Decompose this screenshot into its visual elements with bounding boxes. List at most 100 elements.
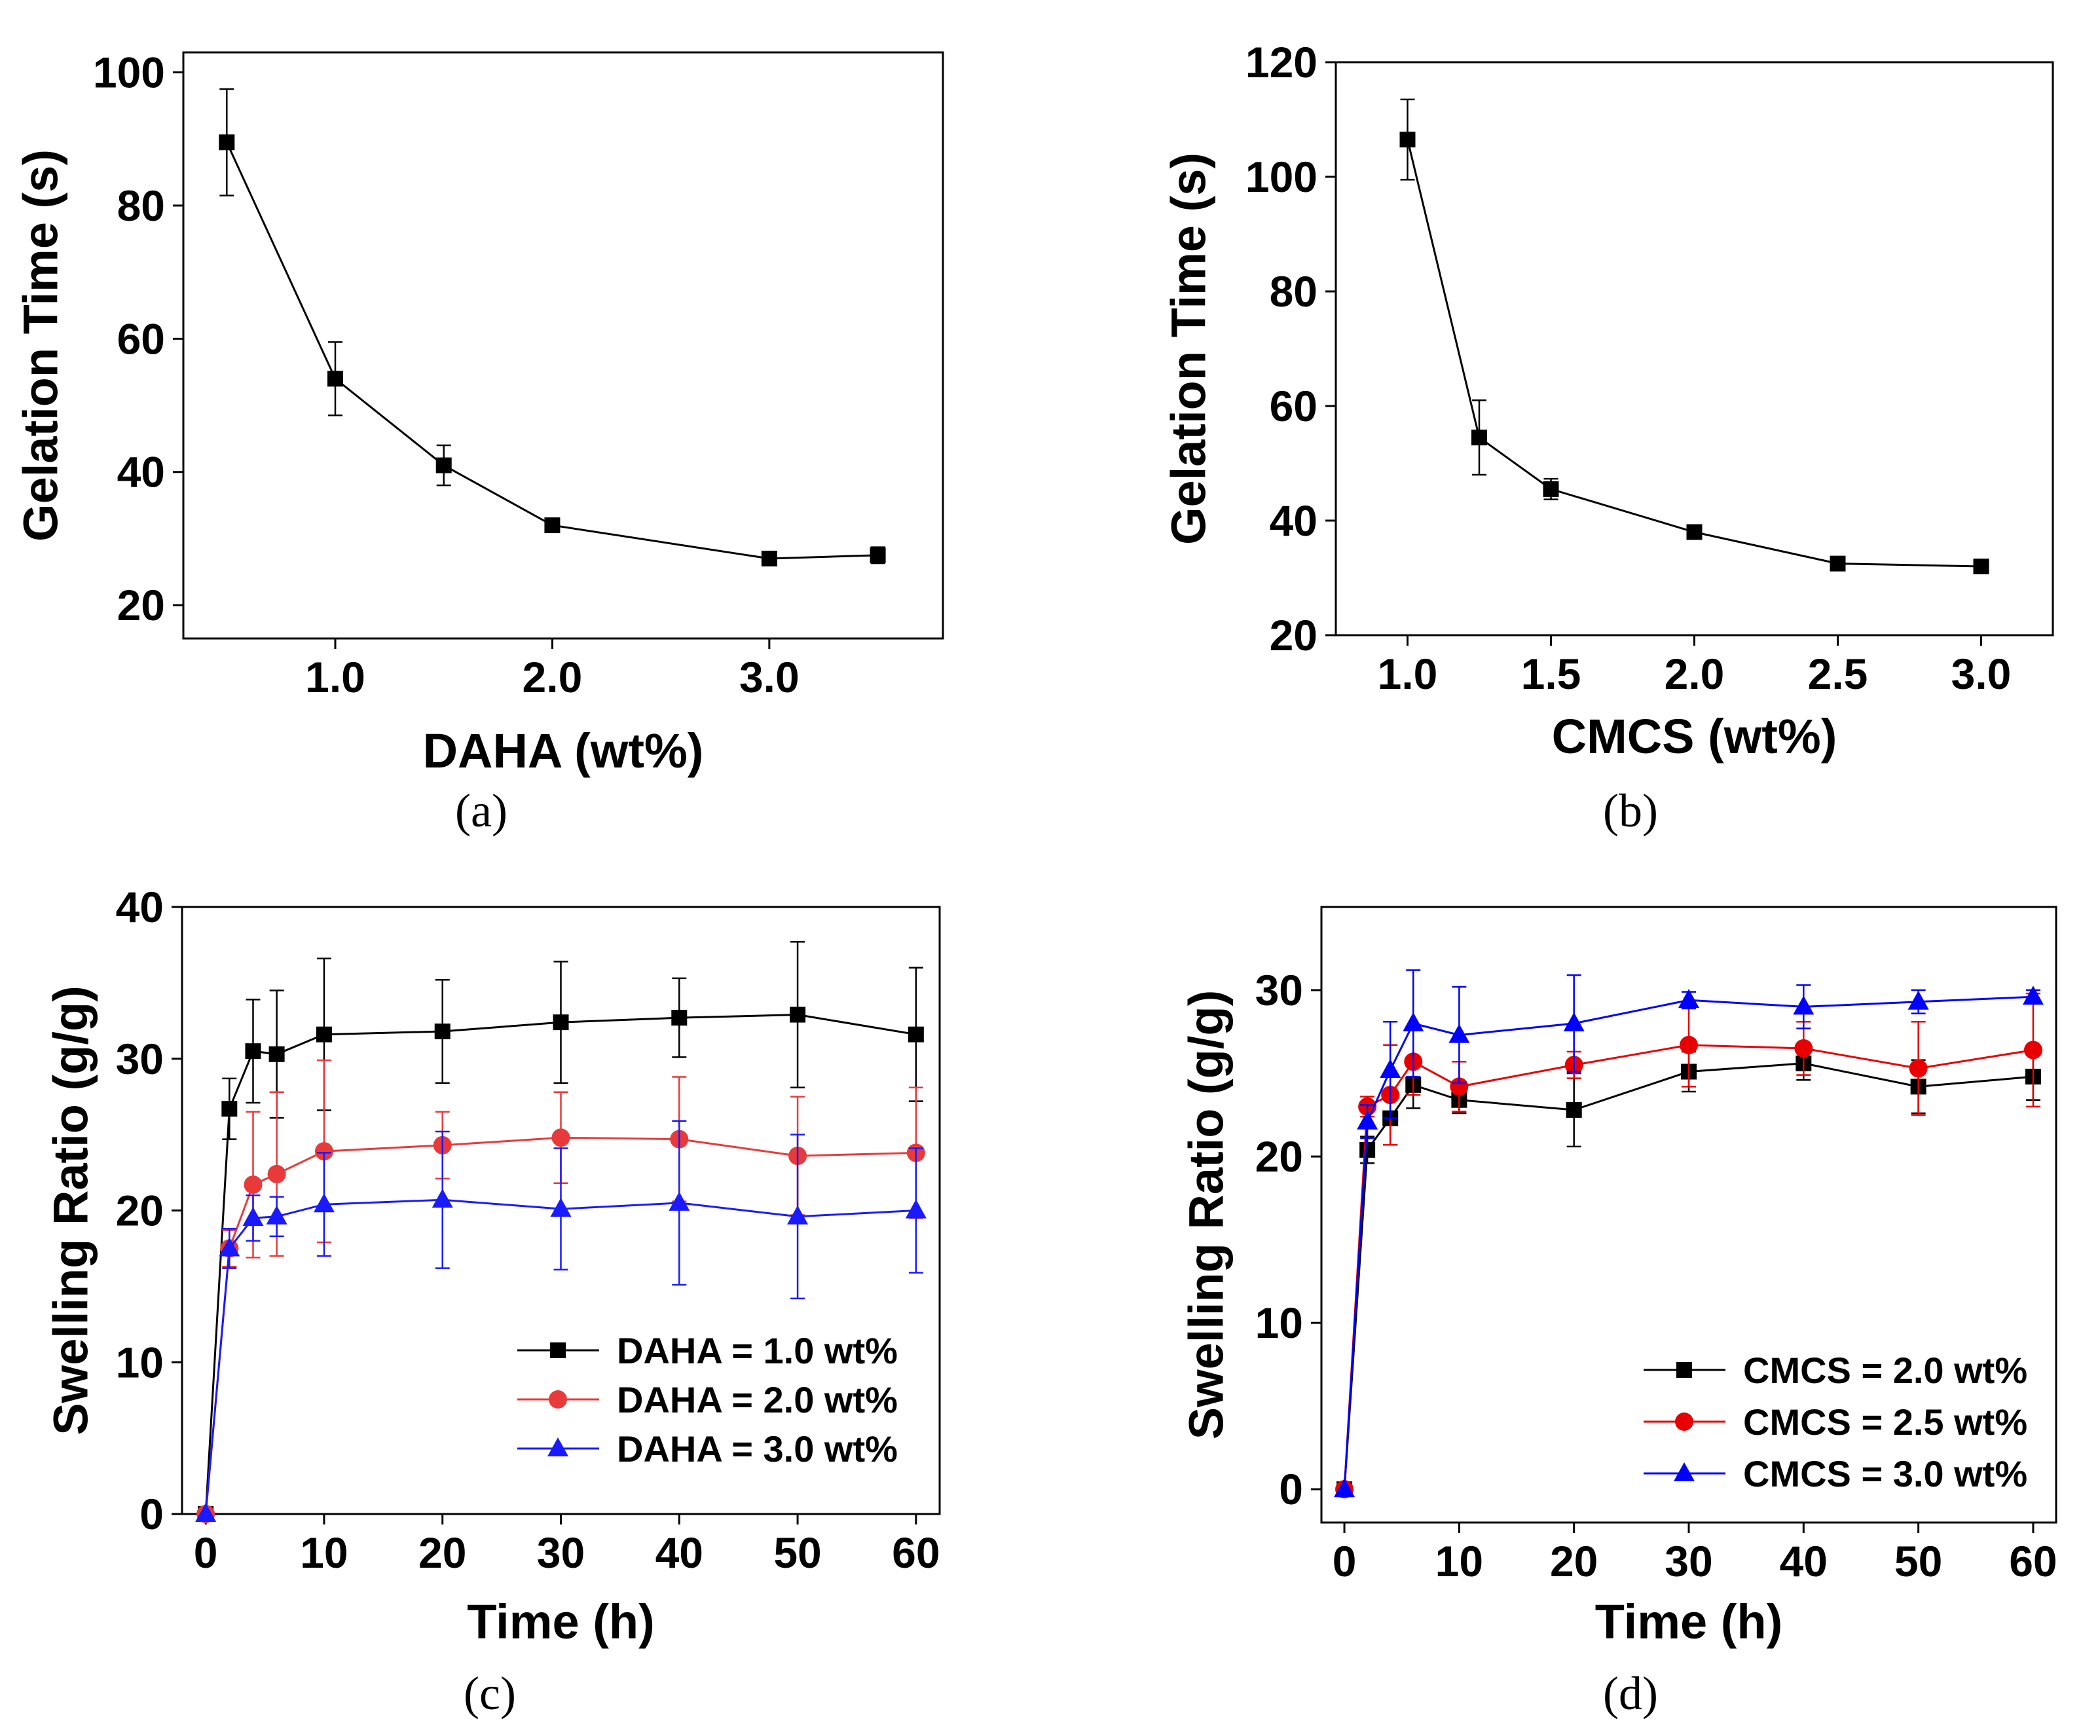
data-point — [787, 1205, 809, 1225]
y-tick-label: 100 — [1245, 153, 1317, 201]
legend-marker — [547, 1437, 568, 1456]
y-tick-label: 80 — [1270, 267, 1317, 316]
y-axis-title: Gelation Time (s) — [1162, 153, 1216, 545]
y-tick-label: 10 — [116, 1338, 164, 1386]
data-point — [1399, 132, 1416, 148]
legend-label: CMCS = 3.0 wt% — [1743, 1453, 2027, 1494]
data-point — [242, 1207, 264, 1227]
y-axis-title: Gelation Time (s) — [14, 149, 68, 542]
x-axis-title: DAHA (wt%) — [423, 724, 704, 778]
data-point — [671, 1010, 688, 1026]
x-tick-label: 1.5 — [1521, 650, 1581, 698]
series-0 — [1399, 98, 1989, 574]
y-tick-label: 0 — [1279, 1465, 1303, 1513]
data-point — [1334, 1478, 1355, 1498]
y-tick-label: 60 — [1270, 382, 1317, 430]
y-tick-label: 0 — [139, 1490, 164, 1538]
legend-marker — [1674, 1462, 1695, 1481]
data-point — [1793, 995, 1814, 1015]
y-tick-label: 40 — [116, 883, 164, 931]
x-tick-label: 30 — [537, 1528, 585, 1577]
x-tick-label: 20 — [1550, 1537, 1598, 1585]
legend-label: DAHA = 2.0 wt% — [617, 1379, 898, 1420]
y-axis-title: Swelling Ratio (g/g) — [1179, 990, 1234, 1440]
x-tick-label: 10 — [1435, 1537, 1483, 1585]
data-point — [245, 1043, 261, 1060]
y-tick-label: 80 — [117, 181, 165, 230]
x-tick-label: 20 — [418, 1528, 466, 1577]
data-point — [1794, 1039, 1813, 1058]
panel-label: (d) — [1603, 1667, 1658, 1720]
x-tick-label: 10 — [300, 1528, 348, 1577]
x-axis-title: Time (h) — [1595, 1595, 1782, 1649]
x-tick-label: 2.0 — [1665, 650, 1725, 698]
data-point — [1678, 989, 1699, 1008]
y-tick-label: 10 — [1255, 1299, 1303, 1347]
data-point — [267, 1164, 286, 1183]
legend-label: CMCS = 2.0 wt% — [1743, 1350, 2027, 1391]
legend: DAHA = 1.0 wt% DAHA = 2.0 wt% DAHA = 3.0 w… — [517, 1330, 898, 1469]
data-point — [195, 1503, 217, 1522]
data-point — [1359, 1141, 1376, 1158]
x-axis-title: CMCS (wt%) — [1552, 709, 1837, 764]
data-point — [551, 1128, 570, 1147]
data-point — [1566, 1101, 1582, 1118]
data-point — [1450, 1077, 1469, 1096]
data-point — [435, 457, 452, 473]
x-tick-label: 1.0 — [305, 653, 365, 701]
series-line — [1343, 1062, 2034, 1490]
data-point — [1543, 481, 1559, 497]
panel-label: (b) — [1603, 785, 1658, 837]
panel-label: (a) — [455, 785, 507, 837]
x-tick-label: 40 — [1780, 1537, 1828, 1585]
y-tick-label: 20 — [116, 1187, 164, 1235]
panel-d: 0 10 20 30 40 50 60 0 10 20 30 Time (h) Swelling Rat… — [1179, 906, 2057, 1720]
legend-marker — [1675, 1413, 1693, 1431]
data-point — [1909, 1059, 1928, 1078]
data-point — [1686, 524, 1703, 540]
data-point — [1380, 1058, 1401, 1078]
data-point — [268, 1046, 285, 1062]
data-point — [908, 1026, 924, 1043]
x-tick-label: 60 — [2009, 1537, 2057, 1585]
data-point — [221, 1101, 238, 1117]
legend-label: CMCS = 2.5 wt% — [1743, 1401, 2027, 1443]
data-point — [432, 1189, 453, 1208]
data-point — [761, 550, 777, 566]
legend: CMCS = 2.0 wt% CMCS = 2.5 wt% CMCS = 3.0 w… — [1644, 1350, 2027, 1494]
x-axis-title: Time (h) — [467, 1595, 654, 1649]
data-point — [1357, 1110, 1378, 1130]
legend-marker — [549, 1390, 567, 1409]
data-point — [553, 1014, 569, 1031]
y-tick-label: 20 — [1270, 611, 1317, 659]
series-2 — [195, 1120, 927, 1522]
data-point — [550, 1198, 572, 1217]
data-point — [905, 1199, 927, 1219]
x-tick-label: 30 — [1665, 1537, 1712, 1585]
data-point — [2022, 986, 2044, 1005]
y-tick-label: 40 — [1270, 496, 1317, 545]
panel-label: (c) — [464, 1667, 516, 1720]
y-tick-label: 100 — [93, 48, 165, 97]
data-point — [219, 1237, 240, 1257]
data-point — [219, 134, 235, 151]
x-tick-label: 60 — [892, 1528, 940, 1577]
series-line — [1343, 995, 2034, 1490]
y-tick-label: 40 — [117, 448, 165, 496]
y-tick-label: 20 — [117, 581, 165, 629]
series-line — [1407, 139, 1981, 568]
y-axis-title: Swelling Ratio (g/g) — [44, 986, 98, 1435]
x-tick-label: 3.0 — [739, 653, 800, 701]
data-point — [1563, 1012, 1585, 1031]
x-tick-label: 1.0 — [1378, 650, 1438, 698]
data-point — [1973, 559, 1989, 574]
y-tick-label: 30 — [1255, 966, 1303, 1014]
x-tick-label: 2.5 — [1808, 650, 1868, 698]
data-point — [669, 1191, 690, 1211]
data-point — [1680, 1035, 1698, 1054]
x-tick-label: 2.0 — [523, 653, 583, 701]
data-point — [1403, 1012, 1424, 1031]
x-tick-label: 50 — [1894, 1537, 1942, 1585]
data-point — [1448, 1024, 1470, 1043]
